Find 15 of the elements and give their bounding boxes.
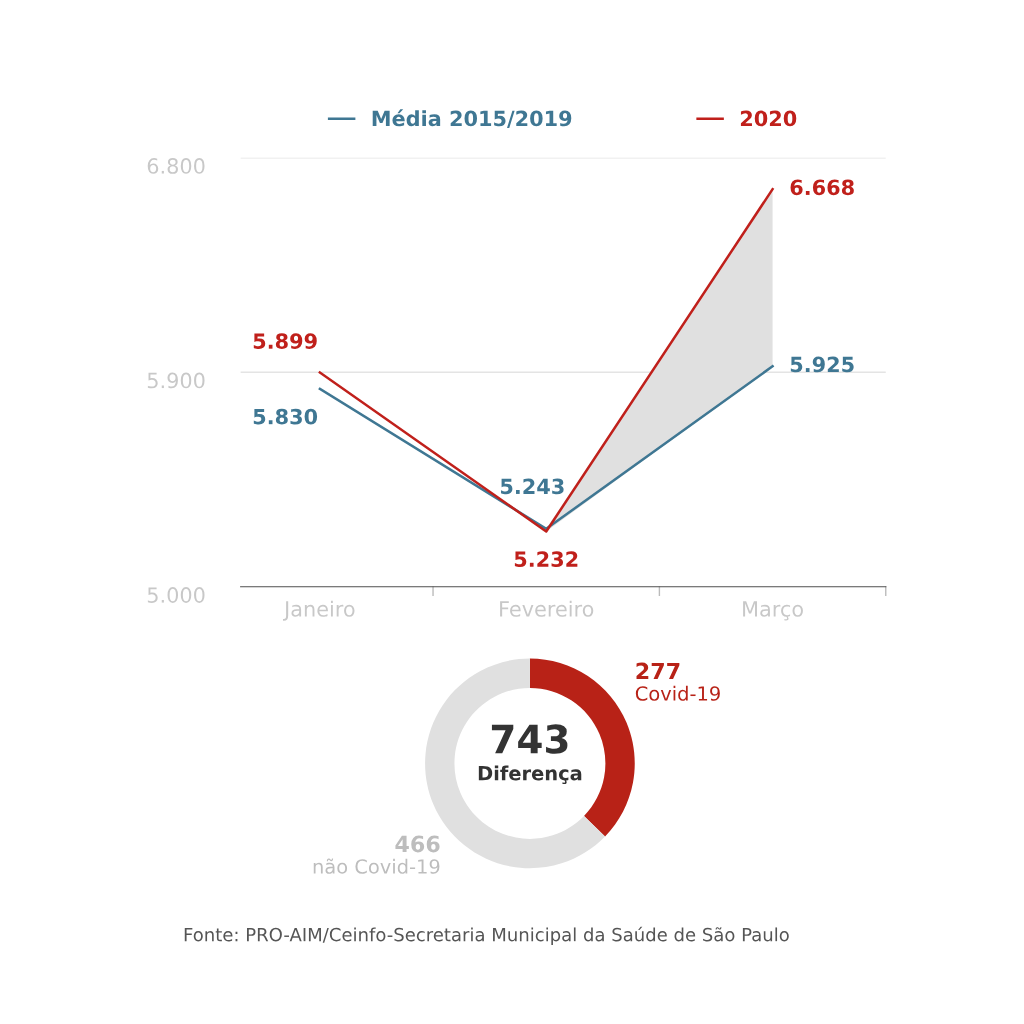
source-note: Fonte: PRO-AIM/Ceinfo-Secretaria Municipal da Saúde de São Paulo: [184, 926, 789, 945]
data-label: 466: [395, 835, 440, 853]
data-label: 277: [636, 662, 680, 680]
data-label: 5.232: [514, 551, 578, 568]
legend-label: 2020: [740, 110, 797, 127]
data-label: 5.925: [790, 356, 854, 373]
data-label: 5.899: [253, 333, 317, 349]
slice-label: Covid-19: [635, 685, 720, 701]
slice-label: não Covid-19: [313, 858, 440, 874]
text: Diferença: [478, 765, 582, 785]
data-label: 6.668: [790, 179, 854, 196]
data-label: 5.830: [253, 408, 318, 425]
data-label: 5.243: [500, 478, 564, 495]
legend-label: Média 2015/2019: [372, 109, 572, 128]
text: 743: [491, 724, 568, 754]
